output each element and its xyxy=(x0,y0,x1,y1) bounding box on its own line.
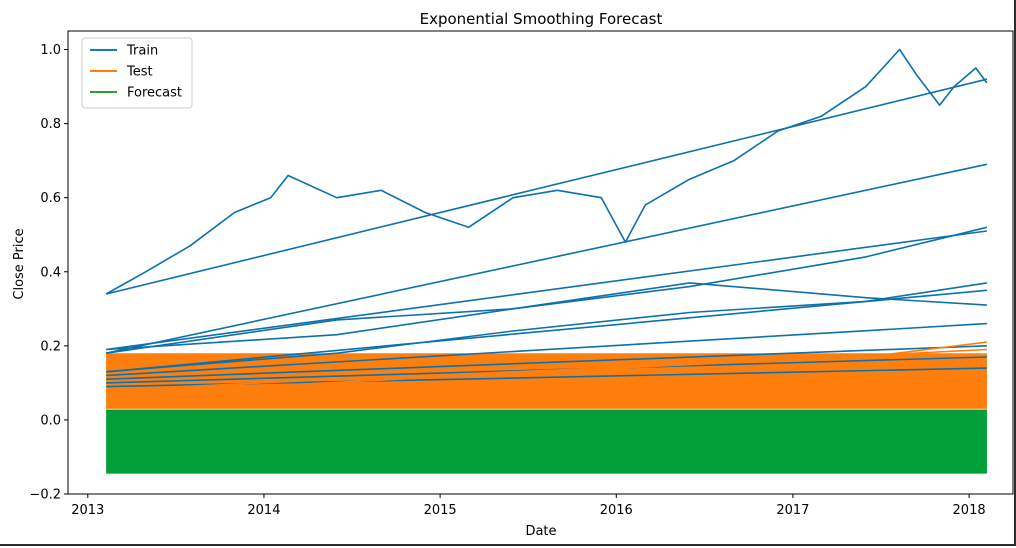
test-series-line xyxy=(106,348,987,395)
legend-box xyxy=(81,37,193,109)
legend-label: Test xyxy=(126,65,153,80)
train-series-line xyxy=(106,226,988,351)
legend-label: Train xyxy=(126,44,158,59)
y-tick-label: 0.0 xyxy=(40,413,61,428)
x-axis: 2013 2014 2015 2016 2017 2018 xyxy=(71,494,986,518)
x-tick-label: 2014 xyxy=(247,503,280,518)
train-series-line xyxy=(106,345,987,380)
y-tick-label: 0.4 xyxy=(40,265,61,280)
x-tick-label: 2016 xyxy=(600,503,633,518)
y-tick-label: −0.2 xyxy=(29,488,61,503)
y-tick-label: 1.0 xyxy=(40,43,61,58)
train-series-line xyxy=(106,322,987,377)
x-axis-label: Date xyxy=(525,524,556,539)
plot-area xyxy=(105,48,988,474)
x-tick-label: 2018 xyxy=(953,503,986,518)
y-tick-label: 0.6 xyxy=(40,191,61,206)
train-series-line xyxy=(105,282,987,354)
train-series-line xyxy=(105,163,988,354)
x-tick-label: 2015 xyxy=(424,503,457,518)
train-series-line xyxy=(106,289,987,373)
x-tick-label: 2013 xyxy=(71,503,104,518)
axes-frame xyxy=(67,30,1014,495)
y-axis-label: Close Price xyxy=(12,228,27,299)
forecast-series-band xyxy=(106,409,987,474)
train-series-line xyxy=(105,78,988,295)
train-series-line xyxy=(106,282,988,373)
chart-title: Exponential Smoothing Forecast xyxy=(420,10,663,28)
train-series-line xyxy=(105,48,988,295)
legend: Train Test Forecast xyxy=(81,37,193,109)
train-series-line xyxy=(105,230,988,351)
x-tick-label: 2017 xyxy=(776,503,809,518)
y-tick-label: 0.8 xyxy=(40,117,61,132)
legend-label: Forecast xyxy=(127,86,182,101)
y-axis: −0.2 0.0 0.2 0.4 0.6 0.8 1.0 xyxy=(29,43,68,503)
y-tick-label: 0.2 xyxy=(40,339,61,354)
